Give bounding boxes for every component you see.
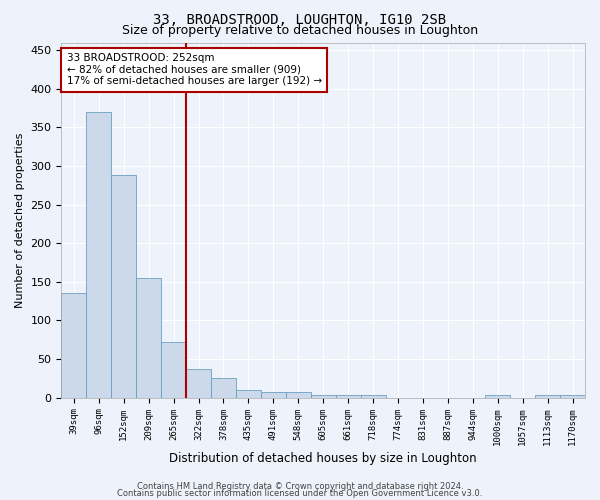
Bar (286, 392, 311, 398)
Bar (111, 176, 136, 398)
Bar (186, 369, 211, 398)
Text: Contains public sector information licensed under the Open Government Licence v3: Contains public sector information licen… (118, 490, 482, 498)
Bar (86, 112, 111, 398)
Bar (535, 394, 560, 398)
Y-axis label: Number of detached properties: Number of detached properties (15, 132, 25, 308)
Bar (361, 394, 386, 398)
Bar (335, 394, 361, 398)
X-axis label: Distribution of detached houses by size in Loughton: Distribution of detached houses by size … (169, 452, 477, 465)
Text: Size of property relative to detached houses in Loughton: Size of property relative to detached ho… (122, 24, 478, 37)
Bar (261, 392, 286, 398)
Bar (485, 394, 510, 398)
Bar (560, 394, 585, 398)
Bar (311, 394, 335, 398)
Bar (136, 278, 161, 398)
Text: Contains HM Land Registry data © Crown copyright and database right 2024.: Contains HM Land Registry data © Crown c… (137, 482, 463, 491)
Bar (211, 378, 236, 398)
Text: 33, BROADSTROOD, LOUGHTON, IG10 2SB: 33, BROADSTROOD, LOUGHTON, IG10 2SB (154, 12, 446, 26)
Bar (161, 342, 186, 398)
Bar (61, 294, 86, 398)
Text: 33 BROADSTROOD: 252sqm
← 82% of detached houses are smaller (909)
17% of semi-de: 33 BROADSTROOD: 252sqm ← 82% of detached… (67, 53, 322, 86)
Bar (236, 390, 261, 398)
